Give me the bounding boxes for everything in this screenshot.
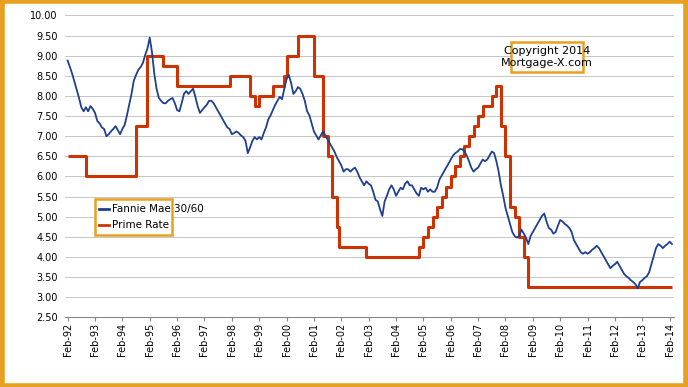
Text: Fannie Mae 30/60: Fannie Mae 30/60 bbox=[112, 204, 204, 214]
Bar bbox=[511, 42, 583, 72]
Bar bbox=[96, 199, 172, 235]
Text: Prime Rate: Prime Rate bbox=[112, 220, 169, 230]
Text: Copyright 2014
Mortgage-X.com: Copyright 2014 Mortgage-X.com bbox=[501, 46, 593, 68]
